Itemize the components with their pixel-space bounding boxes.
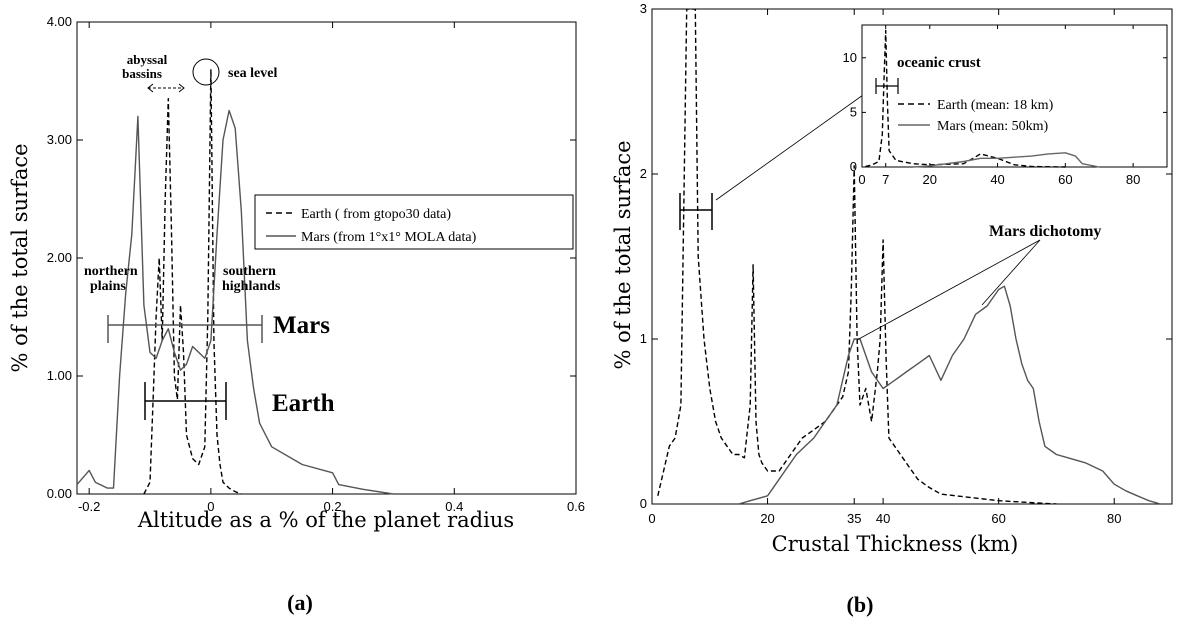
panel-b-x-tick-labels: 0 20 35 40 60 80 [648,511,1121,526]
mars-dichotomy-label: Mars dichotomy [989,223,1101,240]
panel-a-y-tick-label: 2.00 [47,250,72,265]
panel-a-ticks [77,21,577,495]
oceanic-crust-range-bar [679,193,713,230]
inset-chart: 0 7 20 40 60 80 0 5 10 oceanic crust Earth (mea… [843,24,1168,187]
abyssal-label-1: abyssal [127,52,168,67]
panel-b-y-axis-label: % of the total surface [611,140,635,369]
panel-b-series-mars-line [738,285,1161,504]
panel-b-y-tick-labels: 0 1 2 3 [640,1,647,511]
inset-x-tick-label: 80 [1126,172,1140,187]
inset-series [865,29,1100,168]
abyssal-label-2: bassins [122,66,162,81]
panel-b-series [657,9,1161,504]
inset-y-tick-label: 5 [850,104,857,119]
panel-a-x-tick-labels: -0.2 0 0.2 0.4 0.6 [78,499,585,514]
southern-label-1: southern [223,264,276,279]
inset-y-tick-label: 0 [850,159,857,174]
inset-y-tick-label: 10 [843,50,857,65]
panel-b-x-tick-label: 60 [991,511,1005,526]
inset-legend-mars-label: Mars (mean: 50km) [937,119,1049,134]
panel-b: 0 20 35 40 60 80 0 1 2 3 Mars dichotomy 0 7 20 40 60… [611,1,1173,617]
panel-b-x-axis-label: Crustal Thickness (km) [772,532,1019,556]
sea-level-label: sea level [228,66,277,81]
dichotomy-leader-2 [981,239,1041,306]
legend-mars-label: Mars (from 1°x1° MOLA data) [301,230,477,245]
panel-b-x-tick-label: 40 [876,511,890,526]
inset-series-mars-line [912,152,1100,168]
panel-a-y-tick-label: 4.00 [47,14,72,29]
panel-b-x-tick-label: 80 [1107,511,1121,526]
mars-range-bar [107,315,263,343]
inset-x-tick-label: 40 [990,172,1004,187]
sea-level-circle [192,58,220,86]
panel-b-series-earth-line [657,9,1057,504]
inset-frame [861,24,1168,168]
panel-b-label: (b) [847,592,874,617]
mars-label: Mars [273,312,330,339]
inset-x-tick-labels: 0 7 20 40 60 80 [858,172,1140,187]
panel-a-legend: Earth ( from gtopo30 data) Mars (from 1°… [254,194,574,250]
southern-label-2: highlands [222,279,281,294]
panel-b-y-tick-label: 3 [640,1,647,16]
panel-a-y-tick-labels: 0.00 1.00 2.00 3.00 4.00 [47,14,72,501]
panel-a-series-earth-line [143,68,242,495]
inset-y-tick-labels: 0 5 10 [843,50,857,174]
panel-a-x-tick-label: 0.2 [324,499,342,514]
panel-a-y-tick-label: 0.00 [47,486,72,501]
panel-a-x-tick-label: 0 [207,499,214,514]
panel-b-ticks [651,8,1172,505]
panel-a-x-axis-label: Altitude as a % of the planet radius [137,508,514,532]
panel-a: -0.2 0 0.2 0.4 0.6 0.00 1.00 2.00 3.00 4.00 abys… [8,14,585,615]
panel-a-label: (a) [287,590,313,615]
inset-x-tick-label: 7 [882,172,889,187]
inset-x-tick-label: 0 [858,172,865,187]
panel-b-y-tick-label: 2 [640,166,647,181]
dichotomy-leader-1 [856,239,1041,341]
panel-b-y-tick-label: 1 [640,331,647,346]
abyssal-arrow [147,83,185,93]
panel-b-x-tick-label: 20 [760,511,774,526]
inset-range-bar [875,78,899,94]
legend-earth-label: Earth ( from gtopo30 data) [301,207,451,222]
panel-b-x-tick-label: 0 [648,511,655,526]
oceanic-crust-label: oceanic crust [897,55,981,71]
inset-legend-earth-label: Earth (mean: 18 km) [937,98,1054,113]
inset-x-tick-label: 60 [1058,172,1072,187]
panel-b-plot-frame [651,8,1173,505]
inset-x-tick-label: 20 [923,172,937,187]
earth-label: Earth [272,390,335,417]
earth-range-bar [144,382,227,420]
panel-a-x-tick-label: 0.4 [445,499,463,514]
northern-label-2: plains [90,279,126,294]
panel-b-x-tick-label: 35 [847,511,861,526]
panel-a-x-tick-label: 0.6 [567,499,585,514]
northern-label-1: northern [84,264,138,279]
panel-a-series [76,68,394,495]
oceanic-crust-leader [715,89,871,201]
inset-ticks [861,25,1167,168]
inset-series-earth-line [865,29,1066,168]
panel-a-y-axis-label: % of the total surface [8,143,32,372]
panel-b-y-tick-label: 0 [640,496,647,511]
legend-box [254,194,574,250]
panel-a-x-tick-label: -0.2 [78,499,100,514]
panel-a-y-tick-label: 3.00 [47,132,72,147]
panel-a-y-tick-label: 1.00 [47,368,72,383]
panel-a-series-mars-line [76,109,394,495]
